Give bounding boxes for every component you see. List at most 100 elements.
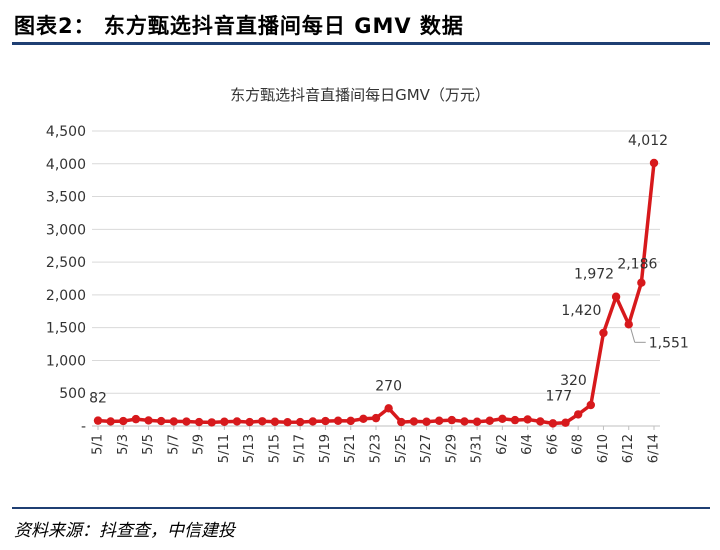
data-point [333, 416, 343, 425]
x-tick-label: 5/17 [293, 434, 308, 463]
y-tick-label: 4,000 [46, 157, 86, 173]
x-tick-label: 6/4 [520, 434, 535, 455]
data-point [258, 417, 267, 426]
x-tick-label: 5/9 [192, 434, 207, 455]
data-label: 177 [545, 388, 572, 404]
x-axis-tick-labels: 5/1 5/3 5/5 5/7 5/9 5/11 5/13 5/15 5/17 5/19 5/21 5… [91, 434, 662, 463]
data-point [649, 158, 659, 168]
y-tick-label: 500 [59, 386, 86, 402]
data-point [422, 417, 431, 426]
data-point [599, 328, 608, 338]
data-point [245, 417, 254, 427]
x-tick-label: 5/23 [369, 434, 384, 463]
footer-divider [12, 507, 710, 509]
y-tick-label: 2,000 [46, 288, 86, 304]
data-point [131, 414, 141, 424]
line-chart: 东方甄选抖音直播间每日GMV（万元） - 500 1,000 1,500 2,000 2,… [46, 86, 689, 463]
data-point [611, 292, 621, 301]
data-point [586, 400, 596, 410]
data-point [548, 419, 558, 428]
leader-line [630, 328, 636, 343]
data-label: 1,420 [561, 303, 601, 319]
data-point [270, 417, 280, 426]
data-point [220, 417, 229, 426]
x-tick-label: 5/27 [419, 434, 434, 463]
data-point [359, 414, 368, 423]
data-point [119, 416, 128, 426]
data-point [321, 416, 330, 426]
x-tick-label: 5/11 [217, 434, 232, 463]
data-point [169, 417, 179, 426]
figure-title: 图表2： 东方甄选抖音直播间每日 GMV 数据 [14, 14, 464, 38]
x-tick-label: 5/25 [394, 434, 409, 463]
data-point [308, 417, 318, 426]
y-tick-label: 3,500 [46, 190, 86, 206]
data-point [434, 416, 444, 425]
y-axis-tick-labels: - 500 1,000 1,500 2,000 2,500 3,000 3,500 4,000 4… [46, 124, 86, 435]
data-point [510, 415, 520, 425]
gridlines [92, 130, 660, 394]
y-tick-label: 1,500 [46, 321, 86, 337]
x-tick-label: 5/3 [116, 434, 131, 455]
data-point [485, 416, 494, 425]
x-axis [92, 425, 660, 430]
y-tick-label: 4,500 [46, 124, 86, 140]
x-tick-label: 5/1 [91, 434, 106, 455]
source-note: 资料来源：抖查查，中信建投 [14, 521, 235, 541]
x-tick-label: 6/8 [571, 434, 586, 455]
figure-header: 图表2： 东方甄选抖音直播间每日 GMV 数据 [12, 6, 708, 42]
data-label: 270 [375, 378, 402, 394]
chart-container: 东方甄选抖音直播间每日GMV（万元） - 500 1,000 1,500 2,000 2,… [0, 48, 720, 503]
data-point [232, 417, 242, 426]
x-tick-label: 6/6 [545, 434, 560, 455]
x-tick-label: 6/12 [621, 434, 636, 463]
data-label: 320 [560, 373, 587, 389]
x-tick-label: 5/15 [267, 434, 282, 463]
data-point [295, 417, 305, 427]
data-point [207, 418, 216, 427]
data-point [573, 410, 583, 419]
data-point [397, 417, 406, 427]
data-point [536, 417, 545, 426]
x-tick-label: 5/5 [141, 434, 156, 455]
data-point [384, 404, 393, 413]
x-tick-label: 6/2 [495, 434, 510, 455]
data-point [447, 415, 457, 425]
data-point [194, 417, 204, 427]
data-point [624, 320, 633, 329]
data-point [523, 415, 532, 424]
x-tick-label: 5/29 [444, 434, 459, 463]
x-tick-label: 5/13 [242, 434, 257, 463]
chart-title: 东方甄选抖音直播间每日GMV（万元） [230, 86, 490, 104]
data-label: 1,972 [574, 267, 614, 283]
data-label: 2,186 [617, 257, 657, 273]
data-label: 1,551 [649, 335, 689, 351]
data-point [460, 417, 469, 426]
data-point [409, 417, 419, 426]
data-label: 82 [89, 391, 107, 407]
x-tick-label: 6/14 [647, 434, 662, 463]
y-tick-label: 1,000 [46, 353, 86, 369]
data-point [156, 416, 166, 426]
data-point [93, 416, 103, 425]
y-tick-label: - [81, 419, 86, 435]
data-label: 4,012 [628, 133, 668, 149]
data-point [637, 278, 646, 287]
data-point [561, 418, 570, 427]
series-gmv [93, 158, 659, 428]
data-point [346, 416, 355, 426]
data-point [144, 416, 153, 425]
data-point [472, 417, 482, 426]
x-tick-label: 5/31 [470, 434, 485, 463]
x-tick-label: 5/7 [166, 434, 181, 455]
y-tick-label: 2,500 [46, 255, 86, 271]
data-point [106, 417, 115, 426]
data-point [371, 413, 381, 423]
x-tick-label: 5/19 [318, 434, 333, 463]
x-tick-label: 5/21 [343, 434, 358, 463]
y-tick-label: 3,000 [46, 222, 86, 238]
data-point [498, 414, 507, 423]
x-tick-label: 6/10 [596, 434, 611, 463]
data-point [182, 417, 191, 426]
